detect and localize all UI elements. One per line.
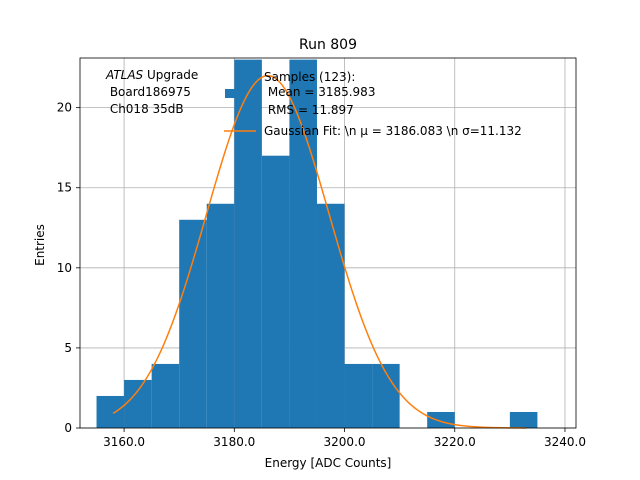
legend-hist-swatch bbox=[225, 89, 236, 98]
x-tick-label: 3220.0 bbox=[434, 435, 476, 449]
histogram-bar bbox=[151, 363, 180, 428]
gaussian-fit-line bbox=[112, 74, 527, 429]
x-tick-label: 3160.0 bbox=[103, 435, 145, 449]
x-tick-label: 3180.0 bbox=[213, 435, 255, 449]
histogram-bar bbox=[289, 59, 317, 428]
histogram-bar bbox=[124, 379, 152, 428]
annotation-atlas: ATLAS bbox=[105, 68, 144, 82]
legend: Samples (123): Mean = 3185.983 RMS = 11.… bbox=[224, 70, 522, 138]
y-axis-label: Entries bbox=[33, 224, 47, 266]
annotation-upgrade: Upgrade bbox=[143, 68, 198, 82]
histogram-bar bbox=[372, 363, 400, 428]
plot-frame bbox=[79, 57, 577, 429]
chart-title: Run 809 bbox=[299, 37, 357, 53]
y-tick-label: 0 bbox=[64, 421, 72, 435]
histogram-bar bbox=[316, 203, 345, 428]
histogram-bar bbox=[206, 203, 235, 428]
x-tick-label: 3200.0 bbox=[324, 435, 366, 449]
y-tick-label: 10 bbox=[57, 261, 72, 275]
x-tick-label: 3240.0 bbox=[544, 435, 586, 449]
histogram-bar bbox=[344, 363, 373, 428]
histogram-bar bbox=[179, 219, 207, 428]
legend-hist-label-3: RMS = 11.897 bbox=[264, 103, 354, 117]
histogram-bar bbox=[261, 155, 290, 428]
legend-fit-label: Gaussian Fit: \n μ = 3186.083 \n σ=11.13… bbox=[264, 124, 522, 138]
y-tick-label: 5 bbox=[64, 341, 72, 355]
x-axis-label: Energy [ADC Counts] bbox=[265, 456, 392, 470]
atlas-annotation: ATLAS Upgrade Board186975 Ch018 35dB bbox=[105, 68, 198, 116]
annotation-line-1: ATLAS Upgrade bbox=[105, 68, 198, 82]
annotation-channel: Ch018 35dB bbox=[106, 102, 184, 116]
histogram-bar bbox=[234, 59, 262, 428]
legend-hist-label-1: Samples (123): bbox=[264, 70, 355, 84]
histogram-bar bbox=[96, 395, 125, 428]
y-axis-ticks: 0 5 10 15 20 bbox=[57, 101, 80, 435]
histogram-bar bbox=[509, 411, 538, 428]
y-tick-label: 20 bbox=[57, 101, 72, 115]
legend-hist-label-2: Mean = 3185.983 bbox=[264, 85, 375, 99]
histogram-bar bbox=[427, 411, 455, 428]
annotation-board: Board186975 bbox=[106, 85, 191, 99]
y-tick-label: 15 bbox=[57, 181, 72, 195]
x-axis-ticks: 3160.0 3180.0 3200.0 3220.0 3240.0 bbox=[103, 428, 586, 449]
histogram-bars bbox=[96, 59, 538, 428]
